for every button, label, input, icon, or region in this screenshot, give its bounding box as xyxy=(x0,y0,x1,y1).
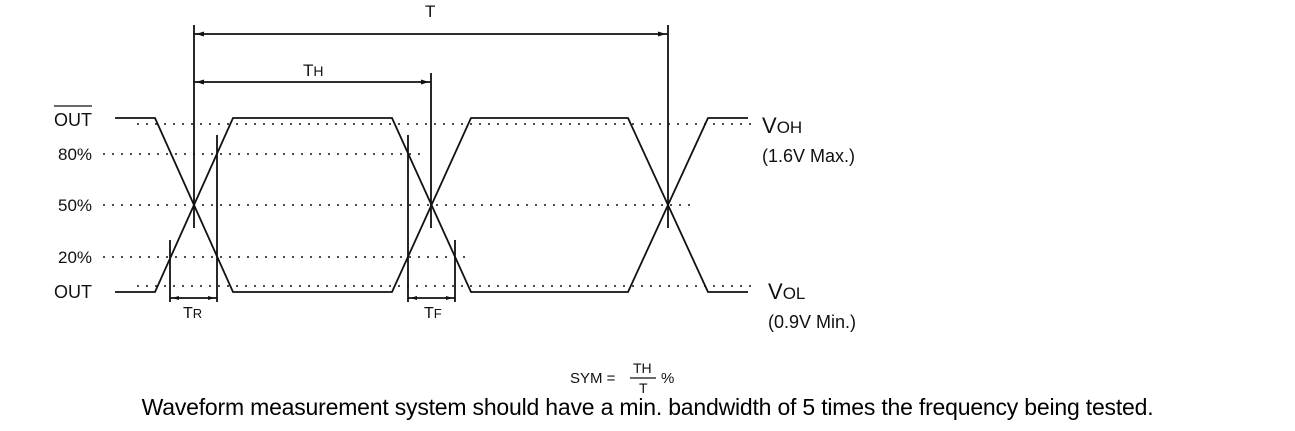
level-80-label: 80% xyxy=(58,145,92,164)
vol-limit: (0.9V Min.) xyxy=(768,312,856,332)
rise-time-label: TR xyxy=(183,305,202,322)
formula-denominator: T xyxy=(639,380,648,396)
level-20-label: 20% xyxy=(58,248,92,267)
arrow-icon xyxy=(196,79,204,85)
arrow-icon xyxy=(421,79,429,85)
arrow-icon xyxy=(410,296,417,300)
symmetry-formula: SYM = TH T % xyxy=(570,360,674,396)
arrowheads xyxy=(172,31,666,300)
arrow-icon xyxy=(658,31,666,37)
arrow-icon xyxy=(172,296,179,300)
arrow-icon xyxy=(196,31,204,37)
period-label: T xyxy=(425,2,435,21)
formula-unit: % xyxy=(661,370,674,387)
voh-label: VOH xyxy=(762,113,802,138)
caption: Waveform measurement system should have … xyxy=(141,394,1154,420)
vol-label: VOL xyxy=(768,279,805,304)
out-label: OUT xyxy=(54,282,92,302)
high-time-label: TH xyxy=(303,61,324,80)
formula-numerator: TH xyxy=(633,360,652,376)
fall-time-label: TF xyxy=(424,305,442,322)
arrow-icon xyxy=(208,296,215,300)
arrow-icon xyxy=(446,296,453,300)
voh-limit: (1.6V Max.) xyxy=(762,146,855,166)
formula-lhs: SYM = xyxy=(570,370,616,387)
reference-levels xyxy=(103,123,752,287)
level-50-label: 50% xyxy=(58,196,92,215)
out-bar-label: OUT xyxy=(54,110,92,130)
